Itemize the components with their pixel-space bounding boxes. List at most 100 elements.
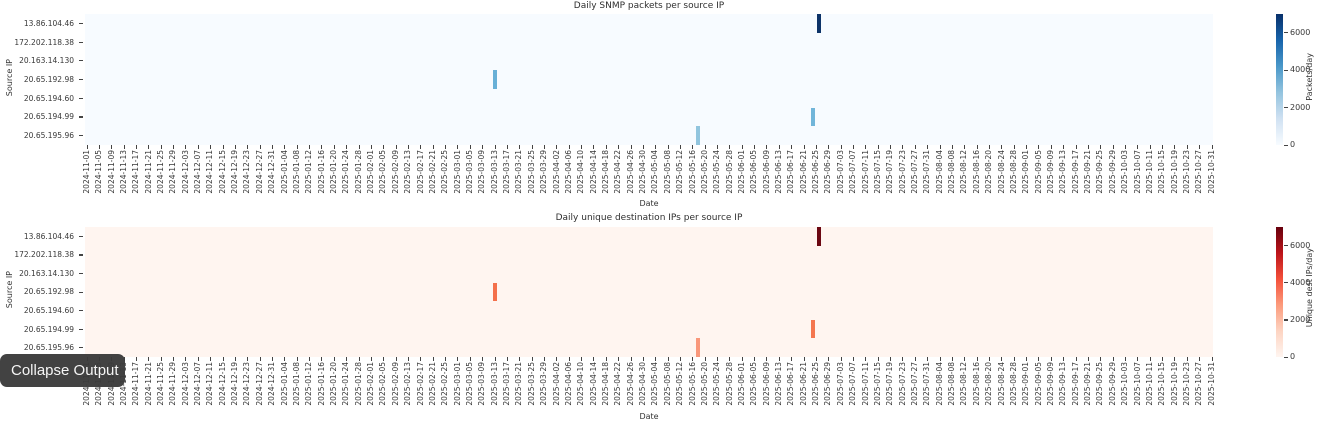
x-tick-mark: [754, 357, 756, 361]
x-tick-label: 2025-10-27: [1194, 362, 1204, 406]
x-tick-label: 2025-08-28: [1008, 150, 1018, 194]
x-tick-label: 2025-06-05: [749, 362, 759, 406]
x-tick-mark: [605, 357, 607, 361]
x-tick-mark: [1100, 357, 1102, 361]
x-tick-label: 2025-10-23: [1181, 150, 1191, 194]
x-tick-label: 2025-08-20: [984, 150, 994, 194]
x-tick-label: 2025-04-30: [638, 150, 647, 194]
x-tick-label: 2025-02-05: [378, 362, 388, 406]
x-tick-mark: [766, 357, 768, 361]
x-tick-label: 2025-05-20: [699, 150, 709, 194]
x-tick-label: 2025-01-20: [329, 362, 338, 406]
x-tick-mark: [642, 145, 644, 149]
x-tick-label: 2025-01-04: [279, 362, 289, 406]
x-tick-mark: [642, 357, 644, 361]
x-tick-label: 2025-10-07: [1132, 150, 1142, 194]
x-tick-mark: [296, 145, 298, 149]
x-tick-mark: [778, 145, 780, 149]
x-tick-mark: [370, 145, 372, 149]
x-tick-mark: [494, 357, 496, 361]
x-tick-label: 2025-07-15: [872, 150, 882, 194]
collapse-output-button[interactable]: Collapse Output: [0, 354, 125, 387]
x-tick-mark: [1162, 145, 1163, 149]
x-tick-label: 2025-05-08: [662, 150, 672, 194]
x-tick-label: 2024-12-15: [217, 150, 227, 194]
x-tick-label: 2025-03-09: [477, 150, 487, 194]
colorbar-tick-label: 6000: [1290, 27, 1311, 37]
x-tick-label: 2025-04-10: [576, 150, 586, 194]
x-tick-mark: [630, 145, 632, 149]
x-tick-label: 2025-06-21: [798, 362, 808, 406]
x-tick-mark: [1001, 357, 1003, 361]
x-tick-mark: [618, 145, 620, 149]
x-tick-mark: [815, 357, 817, 361]
x-tick-label: 2025-08-08: [947, 362, 957, 406]
x-tick-mark: [1112, 357, 1114, 361]
x-tick-mark: [407, 357, 409, 361]
x-tick-mark: [951, 357, 953, 361]
x-tick-mark: [197, 145, 199, 149]
x-tick-mark: [988, 357, 990, 361]
x-tick-mark: [333, 357, 335, 361]
y-tick-mark: [79, 41, 83, 43]
x-tick-mark: [766, 145, 768, 149]
colorbar-label: Packets/day: [1305, 53, 1314, 101]
x-tick-mark: [1075, 145, 1077, 149]
x-tick-label: 2025-05-04: [650, 362, 660, 406]
x-tick-label: 2025-03-13: [489, 362, 499, 406]
x-tick-mark: [717, 145, 718, 149]
y-tick-label: 20.163.14.130: [19, 56, 74, 66]
y-tick-mark: [79, 328, 83, 330]
x-tick-mark: [1124, 145, 1126, 149]
x-tick-label: 2024-11-13: [118, 150, 128, 194]
x-tick-label: 2025-09-01: [1021, 150, 1031, 194]
x-tick-label: 2025-09-25: [1095, 150, 1105, 194]
x-tick-mark: [741, 145, 743, 149]
x-tick-mark: [951, 145, 953, 149]
x-tick-label: 2025-02-05: [378, 150, 388, 194]
x-tick-label: 2025-04-14: [588, 362, 598, 406]
x-tick-label: 2025-01-24: [341, 362, 351, 406]
x-tick-label: 2025-08-28: [1008, 362, 1018, 406]
x-tick-label: 2025-10-03: [1120, 150, 1130, 194]
x-tick-label: 2024-11-17: [131, 150, 141, 194]
y-tick-label: 20.65.195.96: [23, 343, 74, 353]
x-tick-label: 2025-07-11: [860, 150, 870, 194]
x-tick-label: 2025-05-16: [687, 362, 697, 406]
x-tick-mark: [469, 145, 471, 149]
x-tick-mark: [136, 357, 137, 361]
x-tick-mark: [173, 357, 175, 361]
x-tick-mark: [840, 145, 842, 149]
x-tick-label: 2025-09-17: [1070, 362, 1080, 406]
x-tick-mark: [1112, 145, 1114, 149]
colorbar-tick-mark: [1284, 282, 1288, 284]
x-tick-mark: [593, 357, 595, 361]
x-tick-label: 2024-11-29: [168, 362, 178, 406]
x-tick-label: 2025-09-25: [1095, 362, 1105, 406]
x-tick-label: 2025-05-28: [724, 362, 734, 406]
x-tick-mark: [210, 145, 212, 149]
colorbar-tick-label: 0: [1290, 352, 1296, 362]
x-tick-mark: [543, 145, 545, 149]
x-tick-mark: [531, 357, 533, 361]
x-tick-mark: [1149, 145, 1151, 149]
x-tick-label: 2024-11-09: [106, 150, 116, 194]
x-tick-mark: [679, 145, 681, 149]
x-tick-mark: [803, 357, 805, 361]
x-tick-mark: [964, 145, 966, 149]
x-tick-label: 2025-02-01: [366, 150, 376, 194]
x-tick-label: 2025-08-20: [984, 362, 994, 406]
x-tick-label: 2025-02-01: [366, 362, 376, 406]
x-tick-label: 2025-04-02: [551, 362, 561, 406]
x-tick-mark: [1137, 145, 1139, 149]
x-tick-mark: [148, 357, 150, 361]
colorbar-tick-label: 0: [1290, 140, 1296, 150]
x-tick-label: 2024-12-15: [217, 362, 227, 406]
x-tick-label: 2025-01-24: [341, 150, 351, 194]
x-tick-mark: [655, 357, 657, 361]
x-tick-label: 2025-07-27: [910, 362, 919, 406]
x-tick-label: 2025-03-29: [539, 362, 549, 406]
x-tick-label: 2025-01-12: [304, 362, 314, 406]
x-tick-label: 2025-09-13: [1058, 362, 1068, 406]
